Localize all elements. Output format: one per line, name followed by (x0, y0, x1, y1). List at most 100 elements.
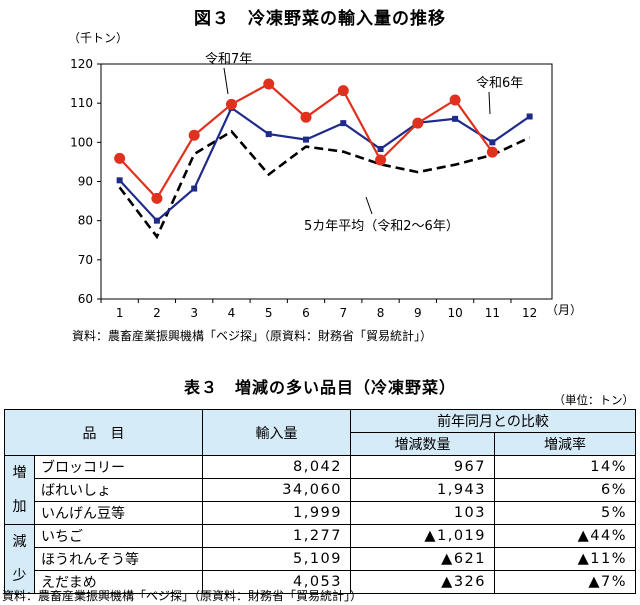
item-name: ほうれんそう等 (34, 547, 203, 571)
data-point-r6 (116, 177, 123, 184)
volume-cell: 5,109 (202, 547, 351, 571)
data-point-r7 (114, 152, 126, 164)
x-tick-label: 10 (447, 306, 462, 320)
y-tick-label: 80 (78, 214, 93, 228)
change-qty-cell: ▲1,019 (350, 524, 495, 548)
x-tick-label: 11 (485, 306, 500, 320)
change-qty-cell: ▲326 (350, 570, 495, 594)
table-row: 増加ブロッコリー 8,042 967 14% (4, 455, 636, 525)
change-rate-cell: ▲11% (494, 547, 636, 571)
x-tick-label: 6 (302, 306, 310, 320)
volume-cell: 1,999 (202, 501, 351, 525)
table-body: 増加ブロッコリー 8,042 967 14% ばれいしょ 34,060 1,943 6% いんげ… (4, 455, 636, 594)
x-tick-label: 8 (377, 306, 385, 320)
series-label-r6: 令和6年 (476, 76, 523, 91)
volume-cell: 1,277 (202, 524, 351, 548)
x-tick-label: 4 (228, 306, 236, 320)
data-point-r7 (375, 154, 387, 166)
table-row: ばれいしょ 34,060 1,943 6% (5, 478, 636, 502)
x-tick-label: 2 (153, 306, 161, 320)
volume-cell: 8,042 (202, 455, 351, 479)
data-point-r6 (526, 113, 533, 120)
chart-source-note: 資料：農畜産業振興機構「ベジ探」（原資料：財務省「貿易統計」） (72, 329, 433, 343)
change-qty-cell: ▲621 (350, 547, 495, 571)
group-label-bottom: 少 (12, 568, 27, 584)
data-point-r7 (263, 78, 275, 90)
series-label-5yr-avg: 5カ年平均（令和2～6年） (304, 219, 459, 234)
item-name: えだまめ (34, 570, 203, 594)
table-subheader-row: 増減数量 増減率 (5, 432, 636, 456)
volume-cell: 4,053 (202, 570, 351, 594)
data-point-r7 (151, 192, 163, 204)
header-change-qty: 増減数量 (350, 432, 495, 456)
data-point-r6 (303, 136, 309, 143)
table-header-row: 品 目 輸入量 前年同月との比較 (4, 409, 636, 456)
header-change-rate: 増減率 (494, 432, 636, 456)
y-tick-label: 100 (70, 135, 93, 149)
change-rate-cell: 5% (494, 501, 636, 525)
data-point-r7 (300, 111, 312, 123)
table-title: 表３ 増減の多い品目（冷凍野菜） (183, 378, 456, 397)
table-row: えだまめ 4,053 ▲326 ▲7% (5, 570, 636, 594)
group-label-top: 減 (12, 534, 27, 550)
items-table: 品 目 輸入量 前年同月との比較 増減数量 増減率 増加ブロッコリー 8,042 9… (4, 409, 636, 594)
change-qty-cell: 967 (350, 455, 495, 479)
table-unit: （単位：トン） (553, 393, 635, 407)
volume-cell: 34,060 (202, 478, 351, 502)
y-tick-label: 110 (70, 96, 93, 110)
x-tick-label: 5 (265, 306, 273, 320)
group-label: 増加 (4, 455, 35, 525)
item-name: ばれいしょ (34, 478, 203, 502)
x-tick-label: 9 (414, 306, 422, 320)
data-point-r7 (486, 146, 498, 158)
item-name: いちご (34, 524, 203, 548)
data-point-r6 (265, 131, 272, 138)
x-tick-label: 1 (116, 306, 124, 320)
plot-area (100, 63, 553, 300)
change-rate-cell: ▲7% (494, 570, 636, 594)
data-point-r7 (188, 129, 200, 141)
y-tick-label: 90 (78, 175, 93, 189)
header-item: 品 目 (4, 409, 203, 456)
item-name: いんげん豆等 (34, 501, 203, 525)
data-point-r7 (337, 85, 349, 97)
data-point-r6 (377, 145, 384, 152)
item-name: ブロッコリー (34, 455, 203, 479)
data-point-r6 (340, 120, 347, 127)
group-label-top: 増 (12, 465, 27, 481)
data-point-r7 (449, 94, 461, 106)
header-compare: 前年同月との比較 (350, 409, 636, 433)
group-label: 減少 (4, 524, 35, 594)
data-point-r7 (412, 117, 424, 129)
data-point-r7 (225, 98, 237, 110)
header-volume: 輸入量 (202, 409, 351, 456)
change-rate-cell: ▲44% (494, 524, 636, 548)
change-rate-cell: 14% (494, 455, 636, 479)
series-line-1 (118, 106, 531, 223)
chart-labels: （千トン） （月） 令和7年 令和6年 5カ年平均（令和2～6年） (68, 31, 582, 317)
y-tick-label: 60 (78, 292, 93, 306)
table-row: 減少いちご 1,277 ▲1,019 ▲44% (4, 524, 636, 594)
group-label-bottom: 加 (12, 499, 27, 515)
change-qty-cell: 103 (350, 501, 495, 525)
y-tick-label: 120 (70, 57, 93, 71)
table-source-note: 資料：農畜産業振興機構「ベジ探」（原資料：財務省「貿易統計」） (2, 589, 363, 603)
data-point-r6 (153, 217, 160, 224)
figure-title: 図３ 冷凍野菜の輸入量の推移 (194, 9, 446, 29)
y-axis-unit: （千トン） (68, 31, 128, 45)
change-qty-cell: 1,943 (350, 478, 495, 502)
table-row: いんげん豆等 1,999 103 5% (5, 501, 636, 525)
y-tick-label: 70 (78, 253, 93, 267)
data-point-r6 (191, 185, 198, 192)
table-row: ほうれんそう等 5,109 ▲621 ▲11% (5, 547, 636, 571)
x-tick-label: 3 (190, 306, 198, 320)
data-point-r6 (452, 115, 459, 122)
x-tick-label: 12 (522, 306, 537, 320)
x-tick-label: 7 (339, 306, 347, 320)
chart-series (114, 78, 533, 240)
x-axis-unit: （月） (546, 303, 582, 317)
data-point-r6 (489, 139, 496, 146)
change-rate-cell: 6% (494, 478, 636, 502)
